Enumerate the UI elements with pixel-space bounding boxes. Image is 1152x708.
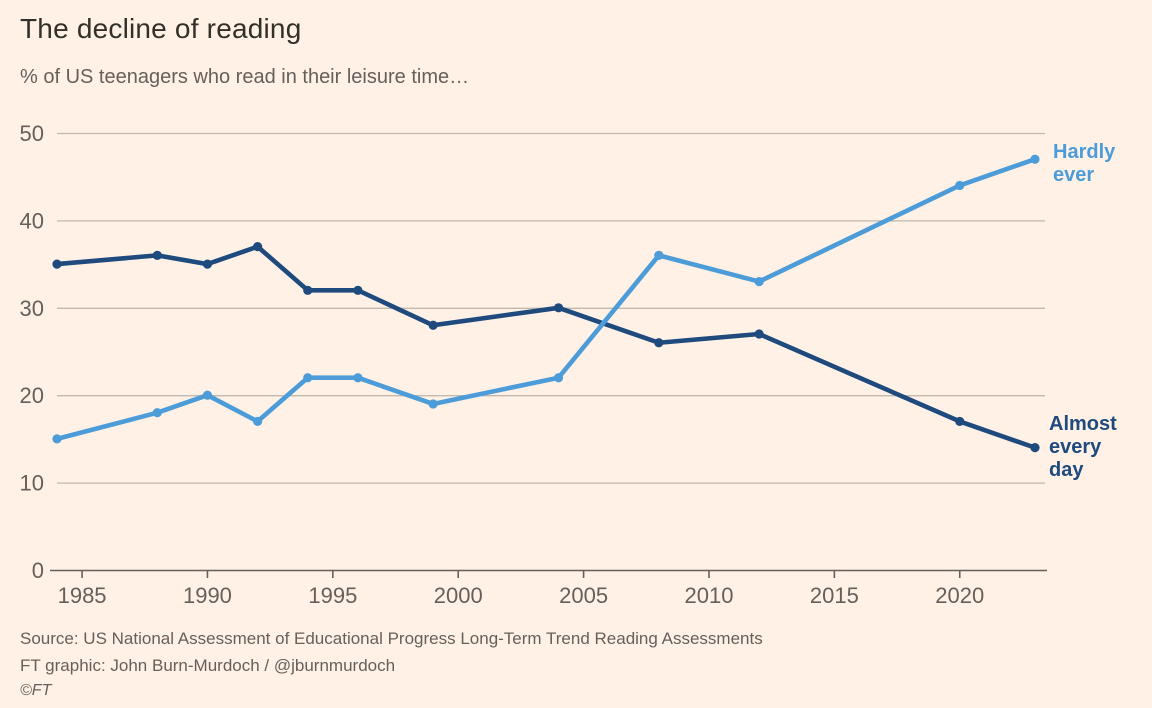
- data-point-hardly-ever: [1030, 154, 1040, 164]
- data-point-hardly-ever: [428, 399, 438, 409]
- data-point-hardly-ever: [754, 276, 764, 287]
- series-label-line: Almost: [1049, 413, 1117, 435]
- data-point-hardly-ever: [52, 434, 62, 444]
- data-point-hardly-ever: [303, 373, 313, 383]
- data-point-hardly-ever: [553, 373, 564, 383]
- data-point-almost-every-day: [52, 259, 62, 269]
- y-tick-label: 10: [20, 471, 44, 496]
- data-point-hardly-ever: [654, 250, 664, 260]
- series-line-almost-every-day: [54, 244, 1038, 450]
- x-tick-label: 1990: [183, 583, 232, 608]
- data-point-hardly-ever: [353, 373, 363, 383]
- series-label-line: day: [1049, 459, 1084, 481]
- x-tick-label: 2010: [685, 583, 734, 608]
- y-gridlines: [57, 132, 1045, 484]
- data-point-hardly-ever: [152, 408, 162, 418]
- data-point-almost-every-day: [553, 303, 564, 313]
- series-label-almost-every-day: Almost every day: [1049, 413, 1117, 482]
- data-point-almost-every-day: [428, 320, 438, 330]
- y-tick-label: 0: [32, 558, 44, 583]
- x-axis: 1985 1990 1995 2000 2005 2010 2015 2020: [50, 569, 1047, 608]
- series-hardly-ever: [52, 154, 1040, 444]
- data-point-almost-every-day: [1030, 443, 1040, 453]
- data-point-almost-every-day: [754, 329, 764, 339]
- series-almost-every-day: [52, 242, 1040, 453]
- chart-subtitle: % of US teenagers who read in their leis…: [20, 66, 470, 88]
- x-tick-label: 2005: [559, 583, 608, 608]
- credit-note: FT graphic: John Burn-Murdoch / @jburnmu…: [20, 656, 396, 675]
- series-label-line: ever: [1053, 164, 1095, 186]
- y-axis-labels: 0 10 20 30 40 50: [20, 121, 44, 583]
- data-point-hardly-ever: [955, 180, 965, 191]
- source-note: Source: US National Assessment of Educat…: [20, 629, 763, 648]
- x-tick-label: 1995: [308, 583, 357, 608]
- data-point-almost-every-day: [152, 250, 162, 260]
- y-tick-label: 50: [20, 121, 44, 146]
- copyright-note: ©FT: [20, 682, 52, 699]
- y-tick-label: 40: [20, 208, 44, 233]
- y-tick-label: 30: [20, 296, 44, 321]
- data-point-almost-every-day: [253, 242, 263, 252]
- series-line-hardly-ever: [54, 156, 1038, 442]
- x-tick-label: 1985: [58, 583, 107, 608]
- data-point-almost-every-day: [353, 285, 363, 295]
- data-point-hardly-ever: [253, 416, 263, 427]
- y-tick-label: 20: [20, 383, 44, 408]
- x-tick-label: 2000: [434, 583, 483, 608]
- series-label-line: every: [1049, 436, 1102, 458]
- series-label-line: Hardly: [1053, 141, 1116, 163]
- x-tick-label: 2020: [935, 583, 984, 608]
- data-point-almost-every-day: [654, 338, 664, 348]
- data-point-almost-every-day: [955, 416, 965, 427]
- data-point-hardly-ever: [202, 390, 213, 400]
- data-point-almost-every-day: [303, 285, 313, 295]
- data-point-almost-every-day: [202, 259, 213, 269]
- chart-title: The decline of reading: [20, 13, 302, 44]
- series-label-hardly-ever: Hardly ever: [1053, 141, 1115, 187]
- x-tick-label: 2015: [810, 583, 859, 608]
- footer: Source: US National Assessment of Educat…: [20, 629, 763, 700]
